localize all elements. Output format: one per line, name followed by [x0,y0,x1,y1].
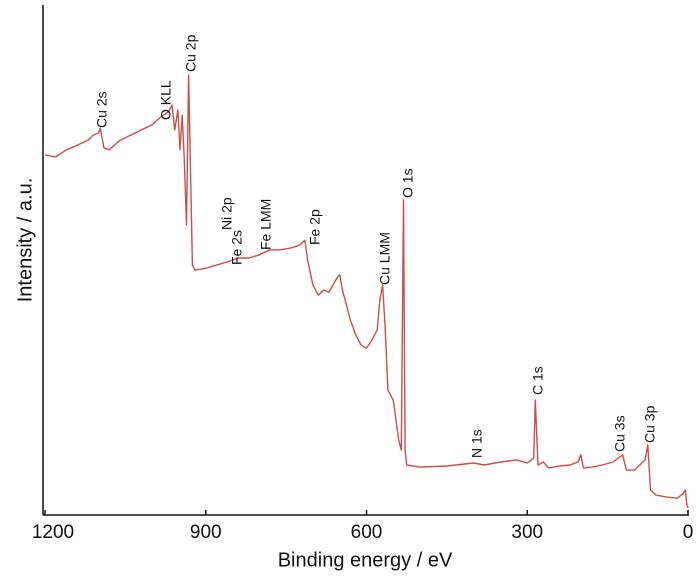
peak-label: Fe 2s [229,230,245,265]
x-tick-label: 1200 [32,522,74,543]
x-tick-label: 0 [683,522,694,543]
x-tick-label: 300 [511,522,543,543]
x-axis-title: Binding energy / eV [278,549,453,571]
x-tick-label: 600 [351,522,383,543]
peak-label: Cu 2p [183,34,199,72]
peak-label: Cu 3p [642,405,658,443]
peak-label: Cu 2s [94,91,110,128]
peak-label: O KLL [158,80,174,120]
peak-label: Ni 2p [219,197,235,230]
peak-label: Fe 2p [307,209,323,245]
peak-label: Cu LMM [377,232,393,285]
peak-label: Cu 3s [612,415,628,452]
spectrum-line [44,74,689,509]
peak-label: Fe LMM [258,199,274,250]
x-tick-label: 900 [190,522,222,543]
peak-label: C 1s [530,366,546,395]
peak-label: N 1s [469,429,485,458]
y-axis-title: Intensity / a.u. [14,178,36,303]
peak-label: O 1s [400,168,416,198]
